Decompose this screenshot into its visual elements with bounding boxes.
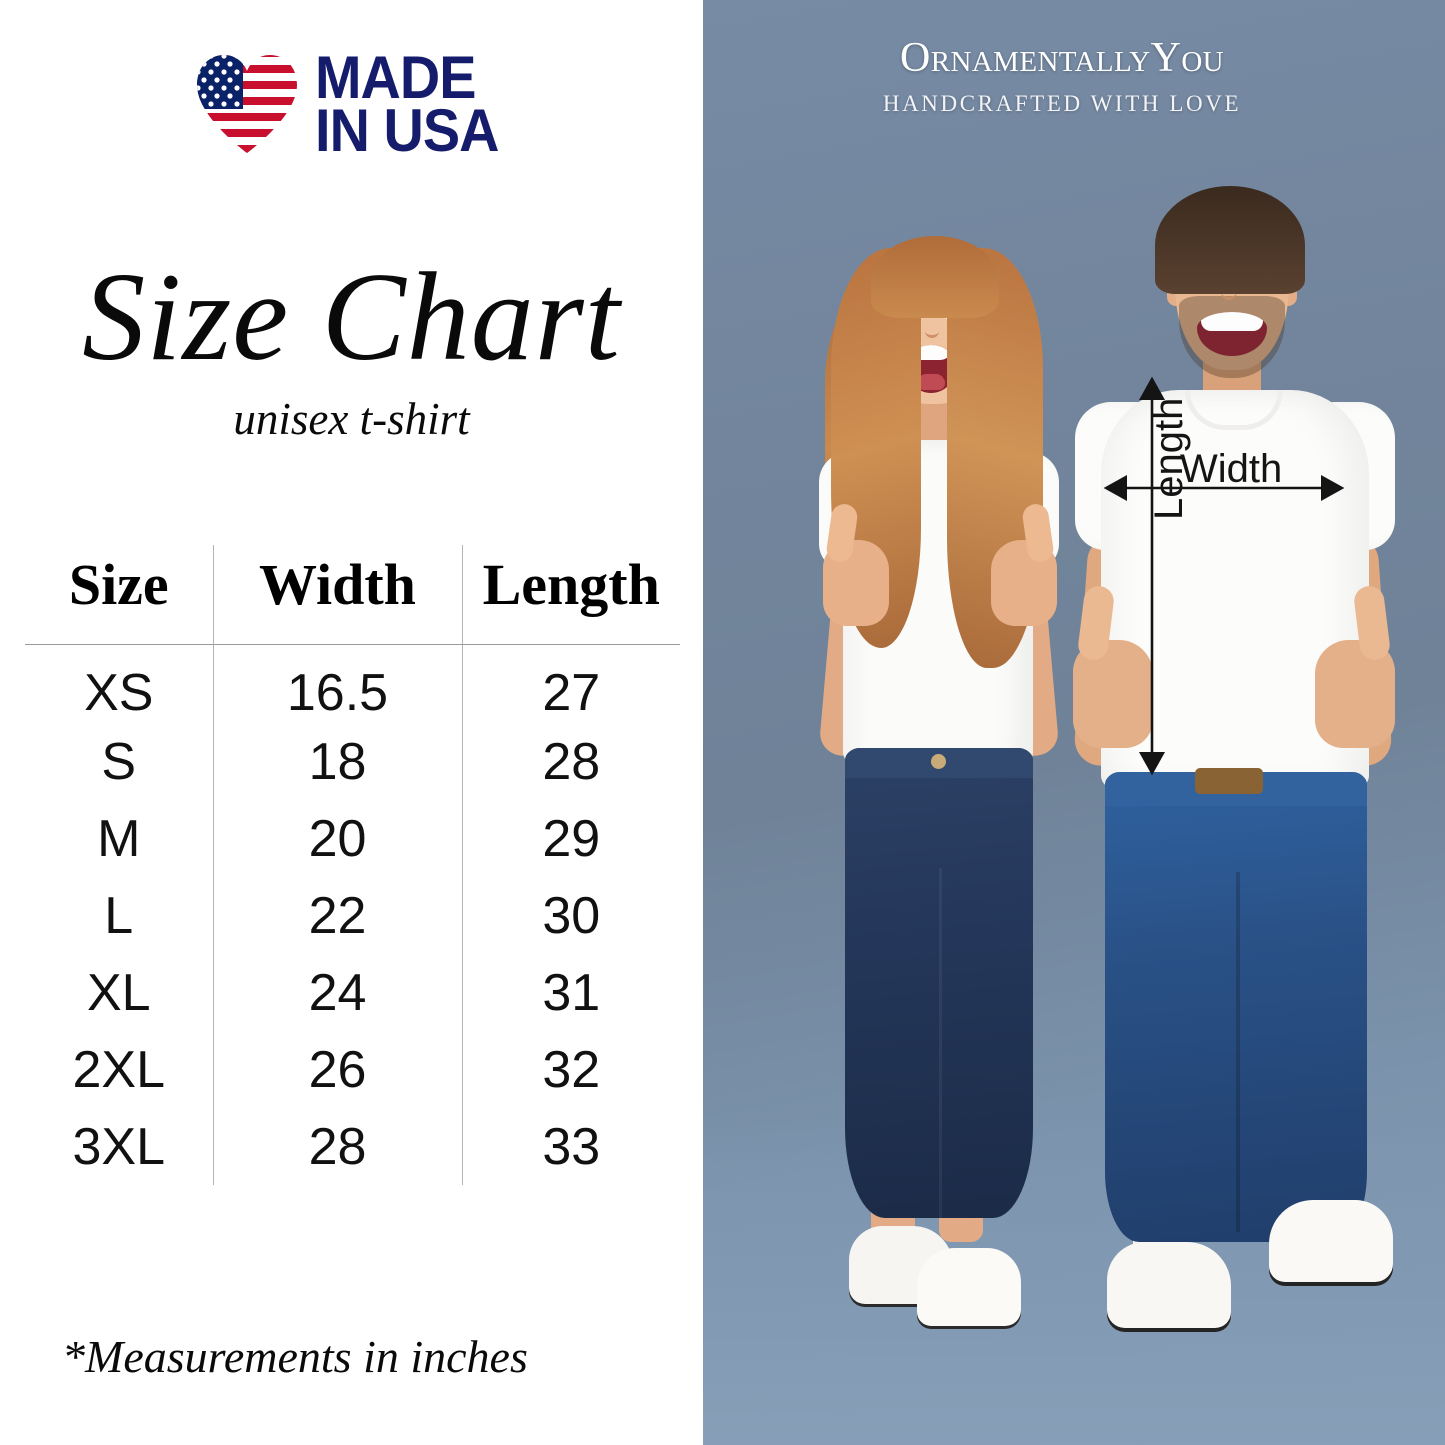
cell-size: XS	[84, 664, 154, 722]
table-row: L 22 30	[25, 877, 680, 954]
female-hair-top	[871, 236, 999, 318]
female-nose	[925, 322, 939, 338]
female-jeans-button	[931, 754, 946, 769]
info-panel: MADE IN USA Size Chart unisex t-shirt Si…	[0, 0, 703, 1445]
cell-width: 22	[212, 877, 462, 954]
male-teeth	[1201, 312, 1263, 331]
cell-length: 33	[461, 1108, 680, 1185]
usa-flag-heart-icon	[191, 49, 303, 161]
column-header-length: Length	[461, 545, 680, 645]
cell-size: XL	[86, 963, 151, 1022]
cell-length: 27	[461, 644, 680, 723]
column-header-size: Size	[25, 545, 213, 645]
page-subtitle: unisex t-shirt	[233, 394, 470, 444]
cell-length: 30	[461, 877, 680, 954]
made-in-usa-line1: MADE	[314, 43, 477, 111]
brand-tagline: HANDCRAFTED WITH LOVE	[882, 91, 1242, 116]
made-in-usa-line2: IN USA	[314, 96, 499, 164]
cell-size: M	[97, 809, 141, 868]
title-block: Size Chart unisex t-shirt	[0, 255, 703, 445]
brand-name: OrnamentallyYou	[899, 35, 1225, 81]
table-row: 2XL 26 32	[25, 1031, 680, 1108]
female-sneaker-right	[917, 1248, 1021, 1326]
table-row: XS 16.5 27	[25, 644, 680, 723]
page-title: Size Chart	[82, 248, 621, 387]
cell-size: S	[101, 732, 137, 791]
male-sneaker-left	[1107, 1242, 1231, 1328]
cell-length: 29	[461, 800, 680, 877]
cell-size: L	[104, 886, 134, 945]
male-mouth	[1197, 312, 1267, 356]
cell-width: 28	[212, 1108, 462, 1185]
female-jeans	[845, 748, 1033, 1218]
measurement-footnote: *Measurements in inches	[62, 1331, 528, 1382]
female-tongue	[917, 374, 945, 390]
male-sneaker-right	[1269, 1200, 1393, 1282]
male-belt	[1195, 768, 1263, 794]
cell-length: 32	[461, 1031, 680, 1108]
table-row: S 18 28	[25, 723, 680, 800]
cell-length: 31	[461, 954, 680, 1031]
male-jeans	[1105, 772, 1367, 1242]
table-row: M 20 29	[25, 800, 680, 877]
size-chart-table: Size Width Length XS 16.5 27 S 18 28 M	[25, 545, 680, 1185]
table-row: XL 24 31	[25, 954, 680, 1031]
table-header-row: Size Width Length	[25, 545, 680, 645]
cell-width: 16.5	[212, 644, 462, 723]
column-header-width: Width	[212, 545, 462, 645]
male-hair	[1155, 186, 1305, 294]
made-in-usa-badge: MADE IN USA	[0, 22, 703, 187]
models-photo-panel: OrnamentallyYou HANDCRAFTED WITH LOVE	[703, 0, 1445, 1445]
cell-width: 26	[212, 1031, 462, 1108]
cell-length: 28	[461, 723, 680, 800]
table-row: 3XL 28 33	[25, 1108, 680, 1185]
cell-width: 20	[212, 800, 462, 877]
made-in-usa-label: MADE IN USA	[314, 47, 499, 164]
male-nose	[1221, 280, 1237, 300]
cell-size: 3XL	[72, 1117, 166, 1176]
cell-size: 2XL	[72, 1040, 166, 1099]
cell-width: 24	[212, 954, 462, 1031]
brand-lockup: OrnamentallyYou HANDCRAFTED WITH LOVE	[703, 34, 1445, 117]
cell-width: 18	[212, 723, 462, 800]
